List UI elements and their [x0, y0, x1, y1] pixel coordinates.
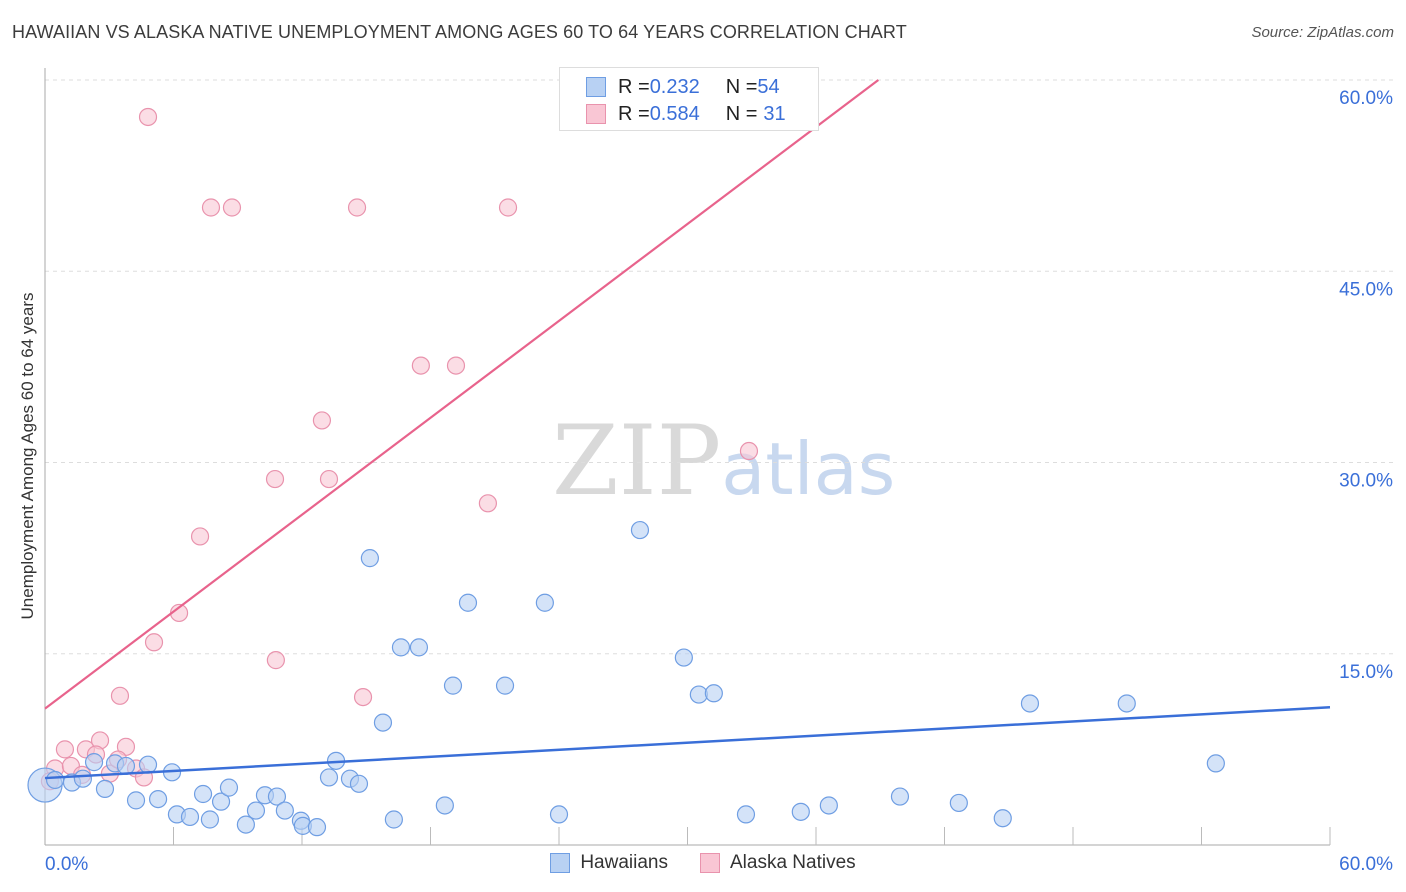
hawaiians-point: [95, 779, 115, 799]
hawaiians-point: [236, 815, 255, 834]
hawaiians-point: [630, 520, 650, 540]
y-tick-label: 30.0%: [1339, 471, 1393, 492]
hawaiians-point: [495, 676, 515, 695]
hawaiians-point: [443, 676, 463, 695]
hawaiians-point: [126, 791, 146, 810]
y-tick-label: 60.0%: [1339, 88, 1393, 109]
legend-item-hawaiians[interactable]: Hawaiians: [550, 852, 668, 874]
alaska-natives-point: [347, 198, 367, 217]
hawaiians-point: [458, 593, 478, 612]
watermark: ZIPatlas: [552, 405, 896, 517]
blue-swatch-icon: [550, 853, 571, 873]
hawaiians-point: [689, 685, 708, 704]
alaska-natives-point: [190, 527, 210, 546]
hawaiians-point: [993, 809, 1012, 828]
hawaiians-point: [267, 787, 287, 806]
alaska-natives-point: [739, 441, 759, 461]
alaska-natives-trend-line: [44, 79, 880, 710]
legend-row-hawaiians: R = 0.232 N = 54: [586, 75, 780, 99]
hawaiians-point: [890, 787, 910, 806]
alaska-natives-point: [144, 633, 164, 652]
source-label: Source: ZipAtlas.com: [1251, 24, 1394, 41]
n-value: 31: [763, 102, 786, 125]
hawaiians-point: [391, 638, 411, 657]
hawaiians-point: [45, 770, 65, 790]
hawaiians-point: [148, 789, 168, 809]
legend-item-alaska-natives[interactable]: Alaska Natives: [699, 852, 856, 874]
hawaiians-point: [435, 796, 454, 815]
hawaiians-point: [319, 768, 339, 787]
hawaiians-point: [704, 684, 723, 703]
hawaiians-point: [200, 810, 220, 829]
alaska-natives-point: [265, 469, 285, 489]
r-value: 0.584: [649, 102, 700, 125]
hawaiians-point: [84, 753, 104, 772]
alaska-natives-point: [55, 740, 75, 759]
alaska-natives-point: [138, 107, 158, 127]
alaska-natives-point: [478, 494, 497, 513]
hawaiians-point: [1206, 754, 1225, 773]
hawaiians-point: [138, 755, 158, 774]
hawaiians-point: [349, 774, 369, 793]
r-value: 0.232: [649, 75, 700, 98]
hawaiians-point: [275, 801, 294, 820]
hawaiians-point: [373, 713, 393, 732]
n-value: 54: [757, 75, 780, 98]
hawaiians-point: [360, 549, 379, 568]
alaska-natives-point: [353, 687, 373, 707]
hawaiians-point: [674, 648, 693, 667]
hawaiians-point: [1020, 694, 1040, 713]
x-tick-label: 0.0%: [45, 854, 88, 875]
hawaiians-trend-line: [44, 706, 1331, 780]
alaska-natives-point: [110, 686, 130, 705]
hawaiians-point: [1117, 694, 1136, 713]
alaska-natives-point: [319, 469, 339, 489]
hawaiians-point: [307, 818, 327, 837]
correlation-legend: R = 0.232 N = 54 R = 0.584 N = 31: [559, 67, 819, 131]
pink-swatch-icon: [586, 104, 606, 124]
y-tick-label: 15.0%: [1339, 662, 1393, 683]
hawaiians-point: [535, 593, 554, 612]
hawaiians-point: [791, 802, 810, 821]
pink-swatch-icon: [699, 853, 720, 873]
legend-row-alaska-natives: R = 0.584 N = 31: [586, 102, 786, 126]
hawaiians-point: [384, 810, 403, 829]
hawaiians-point: [193, 784, 213, 804]
chart-title: HAWAIIAN VS ALASKA NATIVE UNEMPLOYMENT A…: [12, 22, 907, 42]
alaska-natives-point: [266, 651, 285, 670]
alaska-natives-point: [411, 356, 430, 375]
hawaiians-point: [819, 796, 838, 815]
hawaiians-point: [736, 805, 756, 824]
x-tick-label: 60.0%: [1339, 854, 1393, 875]
alaska-natives-point: [498, 198, 518, 217]
hawaiians-point: [549, 805, 569, 824]
hawaiians-point: [73, 769, 93, 788]
series-legend: Hawaiians Alaska Natives: [0, 852, 1406, 874]
hawaiians-point: [409, 638, 429, 657]
alaska-natives-point: [312, 411, 332, 430]
hawaiians-point: [949, 793, 968, 813]
blue-swatch-icon: [586, 77, 606, 97]
hawaiians-point: [211, 792, 231, 811]
hawaiians-point: [116, 756, 136, 776]
hawaiians-point: [180, 807, 200, 827]
y-tick-label: 45.0%: [1339, 279, 1393, 300]
alaska-natives-point: [446, 356, 466, 375]
hawaiians-point: [246, 801, 266, 820]
alaska-natives-point: [222, 198, 242, 217]
alaska-natives-point: [201, 198, 221, 217]
hawaiians-point: [219, 778, 239, 797]
